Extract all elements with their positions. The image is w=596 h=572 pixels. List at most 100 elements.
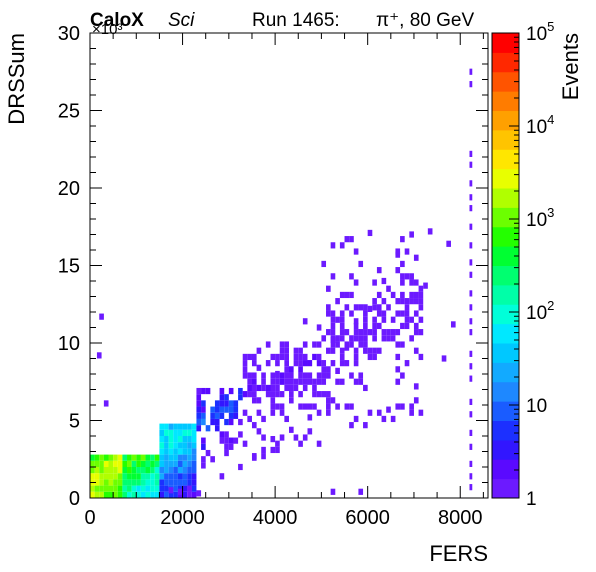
heatmap-cell (353, 360, 359, 367)
heatmap-cell (270, 384, 276, 392)
heatmap-cell (400, 341, 405, 348)
heatmap-cell (349, 335, 354, 342)
colorbar-segment (492, 265, 519, 286)
heatmap-cell (330, 397, 336, 404)
heatmap-cell (205, 425, 211, 432)
heatmap-cell (140, 485, 146, 492)
heatmap-cell (321, 360, 327, 367)
heatmap-cell (168, 442, 174, 449)
heatmap-cell (191, 479, 197, 486)
heatmap-cell (182, 429, 188, 436)
heatmap-cell (339, 378, 345, 385)
x-tick-label: 6000 (345, 507, 390, 529)
heatmap-cell (168, 491, 174, 498)
heatmap-cell (210, 418, 215, 426)
heatmap-cell (159, 436, 165, 443)
heatmap-cell (413, 254, 419, 261)
heatmap-cell (219, 412, 225, 419)
heatmap-cell (353, 347, 359, 354)
heatmap-cell (177, 467, 183, 474)
heatmap-cell (284, 347, 289, 354)
colorbar-segment (492, 401, 519, 422)
heatmap-cell (372, 298, 377, 305)
heatmap-cell (251, 384, 257, 392)
heatmap-cell (182, 454, 188, 461)
heatmap-cell (339, 335, 345, 342)
heatmap-cell (251, 372, 257, 379)
heatmap-cell (201, 387, 206, 395)
heatmap-cell (293, 378, 299, 385)
heatmap-cell (256, 397, 262, 404)
heatmap-cell (187, 429, 192, 436)
heatmap-cell (349, 372, 354, 379)
heatmap-cell (154, 454, 160, 461)
heatmap-cell (469, 318, 473, 325)
colorbar-segment (492, 246, 519, 267)
colorbar-segment (492, 52, 519, 73)
heatmap-cell (177, 454, 183, 461)
heatmap-cell (187, 423, 192, 430)
heatmap-cell (344, 403, 350, 410)
heatmap-cell (376, 310, 382, 317)
heatmap-cell (270, 409, 276, 416)
colorbar-tick-label: 10 (526, 396, 547, 417)
heatmap-cell (358, 341, 364, 348)
heatmap-cell (191, 467, 197, 474)
heatmap-cell (386, 406, 391, 413)
heatmap-cell (284, 360, 289, 367)
detector-tag: Sci (168, 10, 195, 31)
heatmap-cell (219, 387, 225, 395)
heatmap-cell (446, 240, 451, 247)
heatmap-cell (270, 403, 276, 410)
heatmap-cell (173, 479, 178, 486)
heatmap-cell (330, 273, 336, 280)
heatmap-cell (127, 479, 132, 486)
heatmap-cell (363, 335, 368, 342)
heatmap-cell (302, 353, 308, 361)
heatmap-cell (400, 273, 405, 280)
y-tick-label: 0 (69, 488, 80, 510)
heatmap-cell (409, 231, 414, 238)
heatmap-cell (173, 423, 178, 430)
heatmap-cell (127, 491, 132, 498)
heatmap-cell (367, 229, 373, 237)
heatmap-cell (233, 406, 239, 413)
colorbar-segment (492, 478, 519, 499)
heatmap-cell (298, 403, 303, 410)
heatmap-cell (275, 378, 280, 385)
heatmap-cell (339, 353, 345, 361)
heatmap-cells (90, 68, 473, 498)
heatmap-cell (154, 473, 160, 480)
heatmap-cell (279, 403, 285, 410)
heatmap-cell (168, 467, 174, 474)
heatmap-cell (168, 454, 174, 461)
heatmap-cell (372, 322, 377, 330)
heatmap-cell (94, 485, 100, 492)
heatmap-cell (469, 350, 473, 357)
heatmap-cell (233, 437, 239, 444)
heatmap-cell (469, 242, 473, 249)
heatmap-cell (344, 291, 350, 299)
heatmap-cell (353, 335, 359, 342)
heatmap-cell (307, 414, 313, 421)
colorbar-segment (492, 304, 519, 325)
heatmap-cell (372, 353, 377, 361)
heatmap-cell (99, 313, 104, 320)
heatmap-cell (201, 443, 206, 450)
heatmap-cell (349, 422, 354, 429)
heatmap-cell (381, 277, 387, 285)
heatmap-cell (302, 403, 308, 410)
heatmap-cell (279, 391, 285, 398)
heatmap-cell (247, 415, 252, 423)
heatmap-cell (376, 267, 382, 274)
heatmap-cell (99, 491, 104, 498)
heatmap-cell (145, 485, 151, 492)
heatmap-cell (367, 305, 373, 312)
heatmap-cell (191, 485, 197, 492)
heatmap-cell (335, 298, 340, 305)
heatmap-cell (103, 479, 109, 486)
heatmap-cell (168, 487, 174, 494)
heatmap-cell (247, 378, 252, 385)
heatmap-cell (228, 406, 234, 413)
